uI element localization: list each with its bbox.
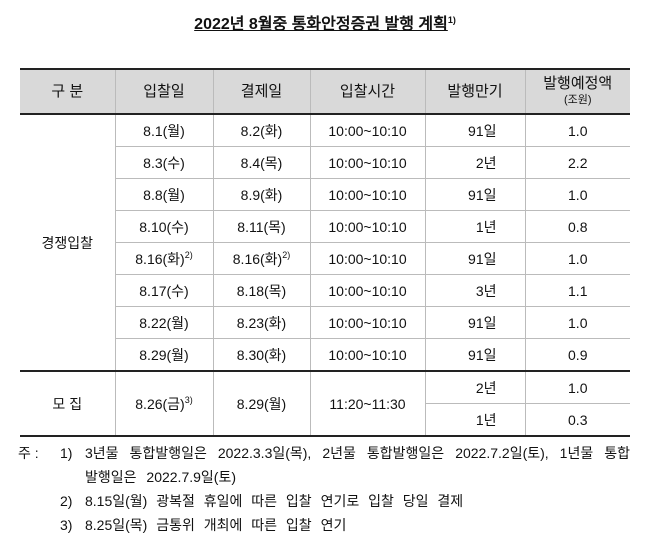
maturity: 91일 bbox=[424, 306, 526, 339]
auction-note: 3) bbox=[184, 394, 193, 405]
footnote-mark: 3) bbox=[60, 517, 73, 533]
amount: 0.8 bbox=[524, 210, 630, 243]
table-row: 8.17(수) 8.18(목) 10:00~10:10 3년 1.1 bbox=[20, 274, 630, 307]
auction-date: 8.1(월) bbox=[114, 113, 214, 147]
settlement-date-text: 8.23(화) bbox=[236, 314, 287, 331]
settlement-date: 8.18(목) bbox=[212, 274, 311, 307]
settlement-date-text: 8.11(목) bbox=[237, 218, 286, 235]
group-label: 모 집 bbox=[20, 370, 116, 437]
settlement-date-text: 8.18(목) bbox=[236, 282, 287, 299]
auction-time: 10:00~10:10 bbox=[309, 146, 426, 179]
settlement-date: 8.9(화) bbox=[212, 178, 311, 211]
amount: 1.0 bbox=[524, 370, 630, 404]
footnote-mark: 1) bbox=[60, 445, 73, 461]
maturity: 91일 bbox=[424, 178, 526, 211]
settlement-date: 8.11(목) bbox=[212, 210, 311, 243]
auction-time: 10:00~10:10 bbox=[309, 113, 426, 147]
header-cell: 발행예정액 (조원) bbox=[524, 68, 630, 115]
maturity: 1년 bbox=[424, 210, 526, 243]
amount: 2.2 bbox=[524, 146, 630, 179]
table-row: 8.22(월) 8.23(화) 10:00~10:10 91일 1.0 bbox=[20, 306, 630, 339]
settlement-date-text: 8.30(화) bbox=[236, 346, 287, 363]
header-row: 구 분 입찰일 결제일 입찰시간 발행만기 발행예정액 (조원) bbox=[20, 68, 630, 115]
settlement-date-text: 8.4(목) bbox=[240, 154, 283, 171]
settlement-date-text: 8.29(월) bbox=[236, 395, 287, 412]
maturity: 91일 bbox=[424, 242, 526, 275]
auction-date: 8.22(월) bbox=[115, 306, 214, 339]
table-header: 구 분 입찰일 결제일 입찰시간 발행만기 발행예정액 (조원) bbox=[20, 68, 630, 115]
header-cell: 발행만기 bbox=[424, 68, 526, 115]
footnote-mark: 2) bbox=[60, 493, 73, 509]
auction-time: 10:00~10:10 bbox=[309, 178, 426, 211]
table-body: 경쟁입찰 8.1(월) 8.2(화) 10:00~10:10 91일 1.0 8.3(수) 8… bbox=[20, 113, 630, 437]
auction-date-text: 8.17(수) bbox=[139, 282, 189, 299]
footnote-text: 3년물 통합발행일은 2022.3.3일(목), 2년물 통합발행일은 2022… bbox=[85, 445, 630, 485]
auction-date: 8.17(수) bbox=[115, 274, 214, 307]
settlement-date-text: 8.2(화) bbox=[240, 122, 283, 139]
auction-date-text: 8.1(월) bbox=[143, 122, 185, 139]
auction-date: 8.16(화)2) bbox=[115, 242, 214, 275]
auction-time: 10:00~10:10 bbox=[309, 242, 426, 275]
settlement-date: 8.2(화) bbox=[212, 113, 311, 147]
amount: 1.0 bbox=[524, 178, 630, 211]
header-cell: 입찰시간 bbox=[309, 68, 426, 115]
auction-date-text: 8.16(화) bbox=[135, 250, 185, 267]
header-unit: (조원) bbox=[563, 93, 592, 106]
amount: 0.3 bbox=[524, 403, 630, 437]
table-row: 8.10(수) 8.11(목) 10:00~10:10 1년 0.8 bbox=[20, 210, 630, 243]
amount: 1.0 bbox=[524, 113, 630, 147]
auction-date: 8.8(월) bbox=[115, 178, 214, 211]
settlement-date: 8.30(화) bbox=[212, 338, 311, 372]
auction-time: 10:00~10:10 bbox=[309, 338, 426, 372]
auction-date-text: 8.29(월) bbox=[139, 346, 189, 363]
settlement-date: 8.29(월) bbox=[212, 370, 311, 437]
settlement-note: 2) bbox=[282, 249, 291, 260]
header-cell: 결제일 bbox=[212, 68, 311, 115]
amount: 0.9 bbox=[524, 338, 630, 372]
auction-time: 11:20~11:30 bbox=[309, 370, 426, 437]
auction-date: 8.10(수) bbox=[115, 210, 214, 243]
auction-time: 10:00~10:10 bbox=[309, 210, 426, 243]
amount: 1.0 bbox=[524, 306, 630, 339]
amount: 1.1 bbox=[524, 274, 630, 307]
settlement-date: 8.23(화) bbox=[212, 306, 311, 339]
auction-date: 8.3(수) bbox=[115, 146, 214, 179]
footnote-text: 8.25일(목) 금통위 개최에 따른 입찰 연기 bbox=[85, 517, 347, 533]
table-row: 모 집 8.26(금)3) 8.29(월) 11:20~11:30 2년 1.0 bbox=[20, 370, 630, 437]
footnote-text: 8.15일(월) 광복절 휴일에 따른 입찰 연기로 입찰 당일 결제 bbox=[85, 493, 464, 509]
header-cell: 구 분 bbox=[20, 68, 116, 115]
maturity: 91일 bbox=[424, 113, 526, 147]
title: 2022년 8월중 통화안정증권 발행 계획1) bbox=[0, 10, 650, 34]
title-text: 2022년 8월중 통화안정증권 발행 계획 bbox=[194, 16, 448, 33]
table-row: 경쟁입찰 8.1(월) 8.2(화) 10:00~10:10 91일 1.0 bbox=[20, 113, 630, 372]
maturity: 1년 bbox=[425, 403, 526, 437]
group-label: 경쟁입찰 bbox=[20, 113, 116, 372]
table-row: 8.8(월) 8.9(화) 10:00~10:10 91일 1.0 bbox=[20, 178, 630, 211]
auction-note: 2) bbox=[184, 249, 193, 260]
auction-date: 8.29(월) bbox=[115, 338, 214, 372]
amount: 1.0 bbox=[524, 242, 630, 275]
maturity: 2년 bbox=[424, 370, 526, 404]
settlement-date: 8.16(화)2) bbox=[212, 242, 311, 275]
auction-date-text: 8.3(수) bbox=[143, 154, 185, 171]
maturity: 2년 bbox=[424, 146, 526, 179]
issuance-table: 구 분 입찰일 결제일 입찰시간 발행만기 발행예정액 (조원) 경쟁입찰 8.1(월) 8.2… bbox=[20, 68, 630, 437]
title-note: 1) bbox=[447, 15, 456, 25]
auction-date-text: 8.22(월) bbox=[139, 314, 189, 331]
settlement-date-text: 8.16(화) bbox=[232, 250, 283, 267]
table-row: 1년 0.3 bbox=[20, 403, 630, 437]
maturity: 91일 bbox=[424, 338, 526, 372]
settlement-date: 8.4(목) bbox=[212, 146, 311, 179]
maturity: 3년 bbox=[424, 274, 526, 307]
auction-time: 10:00~10:10 bbox=[309, 274, 426, 307]
header-cell: 입찰일 bbox=[114, 68, 214, 115]
auction-time: 10:00~10:10 bbox=[309, 306, 426, 339]
settlement-date-text: 8.9(화) bbox=[240, 186, 283, 203]
auction-date-text: 8.10(수) bbox=[139, 218, 189, 235]
auction-date-text: 8.8(월) bbox=[143, 186, 185, 203]
auction-date: 8.26(금)3) bbox=[114, 370, 214, 437]
auction-date-text: 8.26(금) bbox=[135, 395, 185, 412]
footnote-prefix: 주 : bbox=[18, 445, 39, 461]
